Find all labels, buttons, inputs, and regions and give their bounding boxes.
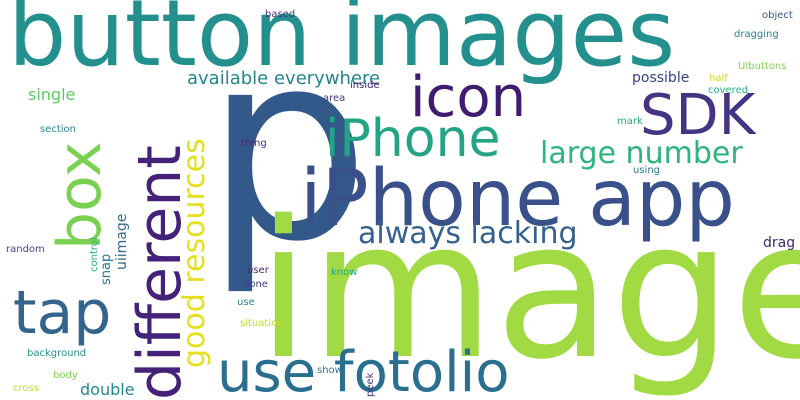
word-drag: drag — [763, 235, 796, 251]
word-uiimage: uiimage — [114, 213, 130, 270]
word-image: image — [257, 180, 800, 400]
word-single: single — [28, 85, 76, 104]
word-control: control — [89, 237, 100, 272]
word-always-lacking: always lacking — [358, 216, 578, 251]
word-icon: icon — [410, 65, 527, 130]
word-iphone: iPhone — [325, 109, 501, 169]
word-cross: cross — [13, 383, 39, 394]
word-use-fotolio: use fotolio — [217, 340, 510, 400]
word-mark: mark — [617, 116, 643, 127]
word-button-images: button images — [8, 0, 676, 87]
word-snap: snap — [99, 253, 114, 285]
word-user: user — [247, 265, 269, 276]
word-area: area — [323, 93, 346, 104]
word-section: section — [40, 124, 77, 135]
word-random: random — [6, 244, 45, 255]
word-covered: covered — [708, 85, 749, 96]
word-p: p — [205, 0, 371, 299]
word-available-everywhere: available everywhere — [187, 68, 381, 89]
word-done: done — [243, 279, 268, 290]
word-sdk: SDK — [640, 83, 756, 148]
word-uibuttons: UIbuttons — [738, 61, 787, 72]
word-inside: inside — [350, 80, 380, 91]
word-good-resources: good resources — [177, 138, 212, 368]
word-tap: tap — [13, 278, 112, 348]
word-half: half — [709, 73, 728, 84]
word-background: background — [27, 348, 87, 359]
word-use: use — [237, 297, 255, 308]
word-show: show — [317, 365, 343, 376]
word-double: double — [80, 380, 135, 399]
word-based: based — [265, 9, 296, 20]
word-situation: situation — [240, 318, 284, 329]
word-dragging: dragging — [734, 29, 779, 40]
word-possible: possible — [632, 70, 690, 86]
word-peek: peek — [365, 372, 376, 397]
word-using: using — [633, 165, 661, 176]
word-iphone-app: iPhone app — [300, 154, 735, 244]
word-large-number: large number — [540, 136, 743, 171]
word-know: know — [331, 267, 358, 278]
word-object: object — [762, 10, 793, 21]
word-body: body — [53, 370, 78, 381]
word-box: box — [45, 141, 115, 250]
word-thing: thing — [241, 138, 267, 149]
